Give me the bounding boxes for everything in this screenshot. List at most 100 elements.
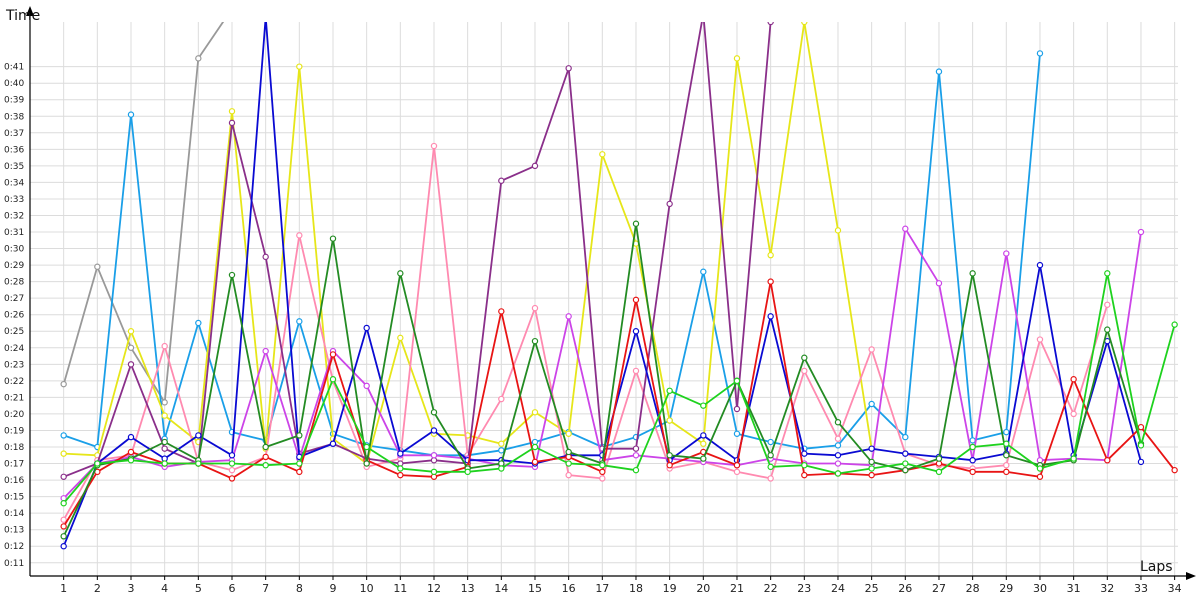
series-line [63,22,772,478]
y-tick-label: 0:20 [4,410,24,420]
x-tick-label: 10 [360,582,374,595]
data-point [700,440,707,447]
data-point [329,376,337,383]
data-point [531,304,539,312]
data-point [228,271,236,279]
chart-series [60,22,1178,550]
x-tick-label: 7 [262,582,269,595]
data-point [801,450,808,457]
data-point [700,402,707,409]
x-tick-label: 21 [730,582,744,595]
data-point [801,22,808,26]
data-point [94,263,101,270]
y-tick-label: 0:16 [4,476,24,486]
data-point [1003,452,1010,459]
data-point [1104,270,1111,277]
y-axis-title: Time [5,8,40,24]
data-point [296,63,303,70]
data-point [60,450,67,457]
data-point [868,465,875,472]
data-point [430,468,438,476]
data-point [935,68,943,75]
x-tick-label: 25 [865,582,879,595]
data-point [161,460,168,467]
series-line [63,272,1176,504]
data-point [767,251,774,259]
data-point [834,435,842,442]
data-point [296,468,303,476]
data-point [195,55,202,62]
data-point [1070,376,1077,383]
data-point [60,473,67,480]
data-point [397,471,404,479]
data-point [430,427,438,434]
x-tick-label: 2 [94,582,101,595]
data-point [195,460,202,467]
data-point [228,475,236,482]
data-point [969,457,976,464]
data-point [363,443,370,451]
x-axis-arrow-icon [1186,572,1196,580]
data-point [1137,442,1145,449]
data-point [1137,423,1145,431]
data-point [498,447,505,454]
data-point [733,377,741,385]
x-tick-label: 18 [629,582,643,595]
y-tick-label: 0:11 [4,559,24,569]
y-tick-label: 0:19 [4,426,24,436]
data-point [1171,466,1178,474]
x-tick-label: 28 [966,582,980,595]
y-tick-label: 0:40 [4,79,24,89]
data-point [700,432,707,439]
data-point [565,448,572,456]
data-point [397,334,404,342]
data-point [329,440,337,447]
data-point [127,328,135,335]
data-point [969,270,976,277]
data-point [902,225,909,232]
data-point [767,313,774,320]
data-point [902,466,909,474]
data-point [94,460,101,467]
data-point [363,324,370,332]
data-point [464,468,471,476]
data-point [599,468,606,476]
series-4 [60,22,774,480]
data-point [363,382,370,390]
data-point [733,405,741,413]
data-point [1137,228,1145,236]
data-point [397,270,404,277]
x-axis-title: Laps [1140,559,1173,575]
data-point [60,516,67,523]
data-point [531,337,539,345]
data-point [127,344,135,351]
y-tick-label: 0:33 [4,195,24,205]
data-point [632,452,640,459]
data-point [666,200,673,208]
data-point [60,523,67,530]
data-point [565,65,572,72]
data-point [1036,465,1044,472]
series-3 [60,142,1111,523]
data-point [161,399,168,406]
data-point [1003,440,1010,447]
series-line [63,53,1041,457]
data-point [127,111,135,118]
x-tick-label: 26 [898,582,912,595]
series-10 [60,270,1178,507]
data-point [1104,326,1111,333]
x-tick-label: 5 [195,582,202,595]
data-point [296,232,303,239]
series-8 [60,278,1178,530]
data-point [127,457,135,464]
data-point [969,468,976,476]
data-point [902,433,909,441]
x-tick-label: 11 [393,582,407,595]
data-point [397,450,404,457]
y-tick-label: 0:30 [4,245,24,255]
data-point [228,119,236,127]
x-tick-label: 27 [932,582,946,595]
data-point [733,468,741,476]
data-point [127,448,135,456]
data-point [1036,473,1044,480]
